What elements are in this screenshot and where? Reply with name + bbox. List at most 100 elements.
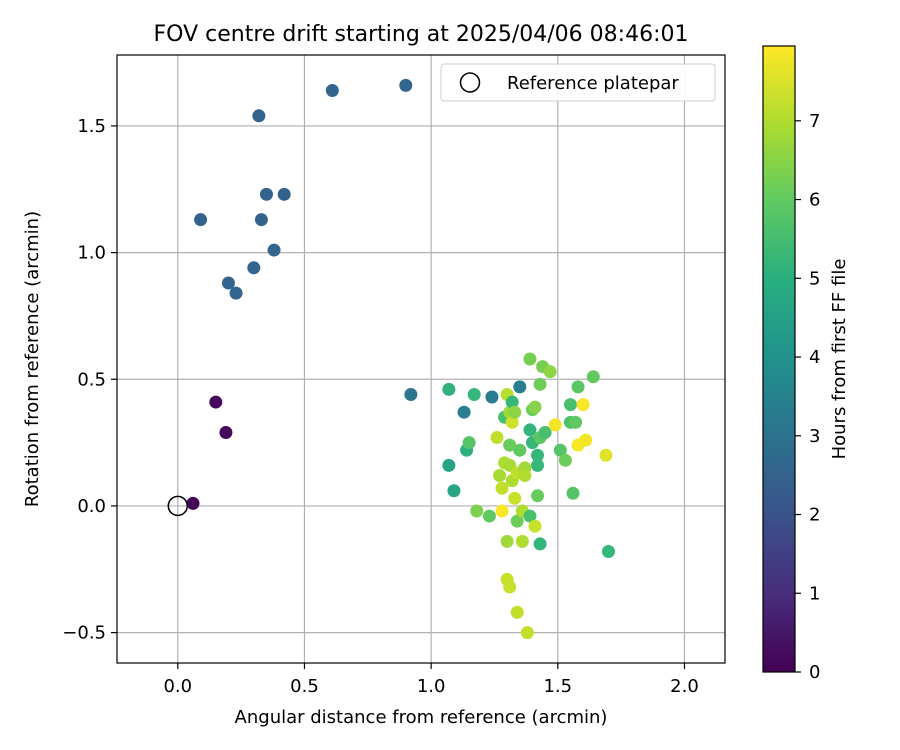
data-point <box>252 109 266 123</box>
colorbar-tick-label: 0 <box>809 662 820 683</box>
data-point <box>495 481 509 495</box>
data-point <box>533 537 547 551</box>
data-point <box>503 580 517 594</box>
data-point <box>510 514 524 528</box>
colorbar-tick-label: 4 <box>809 347 820 368</box>
data-point <box>579 433 593 447</box>
data-point <box>467 387 481 401</box>
data-point <box>569 415 583 429</box>
data-point <box>599 448 613 462</box>
reference-platepar-marker <box>167 495 189 517</box>
data-point <box>523 423 537 437</box>
colorbar-tick-label: 7 <box>809 111 820 132</box>
data-point <box>531 489 545 503</box>
data-point <box>485 390 499 404</box>
colorbar: 0 1 2 3 4 5 6 7 Hours from first FF file <box>762 45 850 683</box>
colorbar-tick-label: 3 <box>809 426 820 447</box>
data-point <box>543 365 557 379</box>
colorbar-gradient <box>762 45 796 673</box>
data-point <box>399 78 413 92</box>
scatter-points <box>186 78 615 640</box>
data-point <box>533 377 547 391</box>
data-point <box>553 443 567 457</box>
data-point <box>513 443 527 457</box>
data-point <box>442 458 456 472</box>
data-point <box>576 398 590 412</box>
data-point <box>531 458 545 472</box>
data-point <box>548 418 562 432</box>
plot-area: 0.0 0.5 1.0 1.5 2.0 −0.5 0.0 0.5 1.0 1.5 <box>62 54 726 697</box>
data-point <box>194 213 208 227</box>
data-point <box>186 496 200 510</box>
colorbar-tick-label: 1 <box>809 583 820 604</box>
data-point <box>500 534 514 548</box>
y-tick-label: 0.5 <box>77 369 106 390</box>
plot-background <box>117 55 725 663</box>
data-point <box>462 436 476 450</box>
data-point <box>528 519 542 533</box>
data-point <box>563 398 577 412</box>
x-tick-label: 0.5 <box>290 676 319 697</box>
data-point <box>531 448 545 462</box>
data-point <box>601 545 615 559</box>
y-tick-label: 1.0 <box>77 243 106 264</box>
data-point <box>457 405 471 419</box>
chart-title: FOV centre drift starting at 2025/04/06 … <box>154 22 689 47</box>
data-point <box>470 504 484 518</box>
y-ticks: −0.5 0.0 0.5 1.0 1.5 <box>62 116 117 644</box>
data-point <box>325 83 339 97</box>
data-point <box>442 382 456 396</box>
x-tick-label: 0.0 <box>163 676 192 697</box>
data-point <box>513 380 527 394</box>
data-point <box>518 469 532 483</box>
x-axis-label: Angular distance from reference (arcmin) <box>235 707 608 728</box>
colorbar-label: Hours from first FF file <box>829 259 850 460</box>
data-point <box>558 453 572 467</box>
data-point <box>523 352 537 366</box>
y-axis-label: Rotation from reference (arcmin) <box>22 211 43 507</box>
data-point <box>503 438 517 452</box>
data-point <box>221 276 235 290</box>
legend: Reference platepar <box>440 63 716 102</box>
legend-label: Reference platepar <box>507 73 679 94</box>
data-point <box>493 469 507 483</box>
data-point <box>447 484 461 498</box>
data-point <box>404 387 418 401</box>
data-point <box>247 261 261 275</box>
y-tick-label: 1.5 <box>77 116 106 137</box>
data-point <box>586 370 600 384</box>
data-point <box>538 425 552 439</box>
colorbar-tick-label: 5 <box>809 268 820 289</box>
data-point <box>515 534 529 548</box>
data-point <box>277 187 291 201</box>
colorbar-tick-label: 6 <box>809 190 820 211</box>
data-point <box>254 213 268 227</box>
data-point <box>259 187 273 201</box>
data-point <box>495 504 509 518</box>
data-point <box>490 431 504 445</box>
data-point <box>566 486 580 500</box>
y-tick-label: 0.0 <box>77 496 106 517</box>
data-point <box>209 395 223 409</box>
data-point <box>510 605 524 619</box>
x-tick-label: 1.0 <box>417 676 446 697</box>
data-point <box>520 626 534 640</box>
data-point <box>505 395 519 409</box>
colorbar-tick-label: 2 <box>809 505 820 526</box>
data-point <box>571 380 585 394</box>
data-point <box>505 415 519 429</box>
legend-marker-icon <box>459 72 481 93</box>
data-point <box>508 491 522 505</box>
x-tick-label: 2.0 <box>670 676 699 697</box>
data-point <box>528 400 542 414</box>
data-point <box>508 405 522 419</box>
data-point <box>229 286 243 300</box>
data-point <box>219 425 233 439</box>
plot-frame <box>116 54 726 664</box>
data-point <box>267 243 281 257</box>
x-tick-label: 1.5 <box>543 676 572 697</box>
grid-lines <box>117 55 725 663</box>
data-point <box>482 509 496 523</box>
data-point <box>523 509 537 523</box>
